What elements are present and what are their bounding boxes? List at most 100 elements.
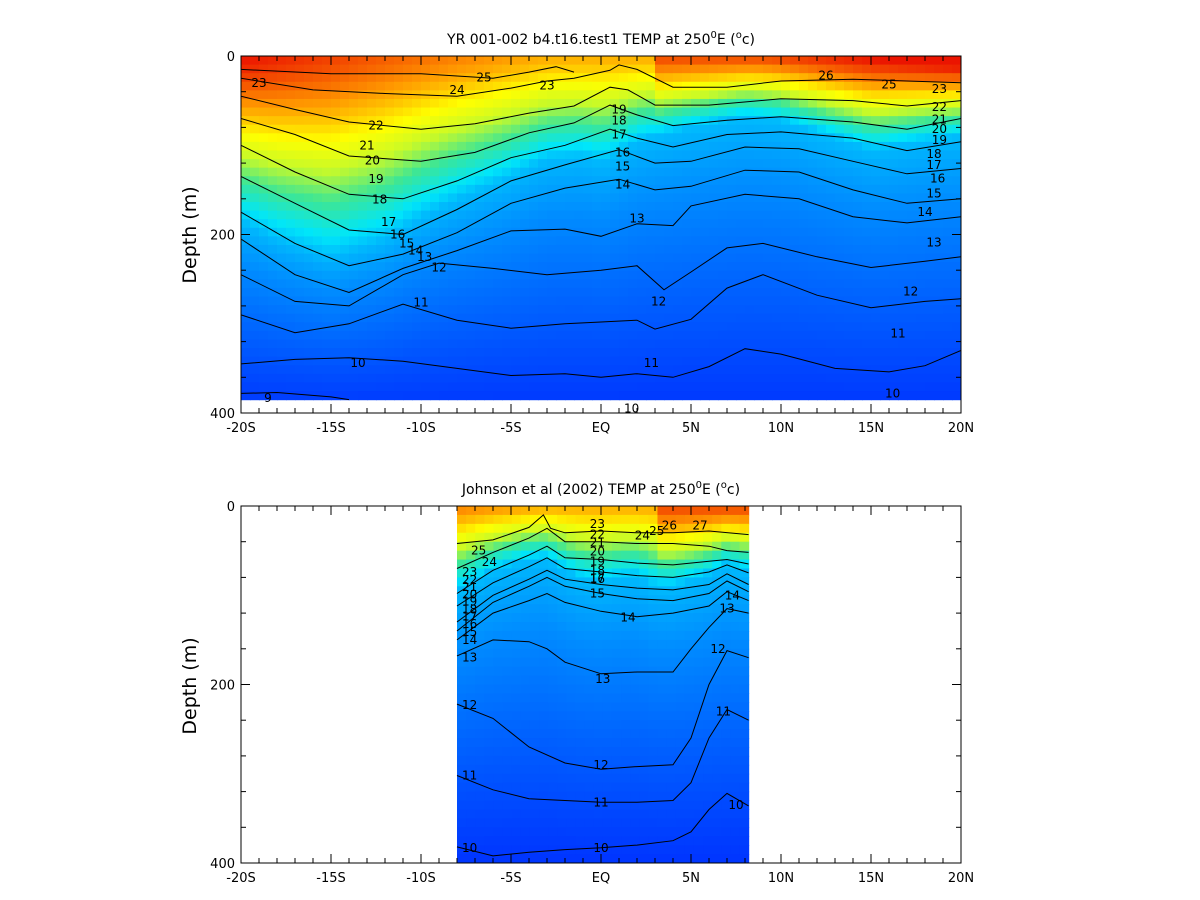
field-cell [916,193,926,203]
field-cell [657,693,668,703]
field-cell [727,279,737,289]
field-cell [539,764,549,775]
field-cell [835,184,845,195]
field-cell [721,514,731,525]
field-cell [304,262,314,272]
field-cell [304,184,314,195]
contour-line-23 [456,527,749,569]
field-cell [646,64,656,74]
field-cell [295,90,305,100]
field-cell [730,720,741,730]
field-cell [286,330,296,341]
field-cell [421,339,431,349]
field-cell [548,541,558,552]
field-cell [684,702,695,712]
field-cell [367,56,377,66]
field-cell [421,279,431,289]
field-cell [502,514,513,525]
field-cell [934,348,944,358]
field-cell [340,262,350,272]
field-cell [322,202,332,212]
field-cell [721,630,731,641]
field-cell [430,81,440,91]
field-cell [648,666,659,677]
field-cell [693,622,704,632]
contour-label: 16 [462,617,477,631]
field-cell [718,330,728,341]
field-cell [520,639,531,650]
field-cell [259,56,269,66]
field-cell [584,541,595,552]
field-cell [934,236,944,246]
field-cell [925,382,935,392]
field-cell [799,296,809,306]
field-cell [853,90,863,100]
field-cell [575,711,586,721]
field-cell [394,116,404,126]
field-cell [799,193,809,203]
field-cell [529,738,540,748]
field-cell [754,210,764,220]
field-cell [718,124,728,134]
field-cell [475,764,485,775]
field-cell [630,514,640,525]
field-cell [934,133,944,143]
field-cell [619,279,629,289]
field-cell [646,124,656,134]
field-cell [718,356,728,366]
field-cell [817,244,827,255]
field-cell [259,244,269,255]
field-cell [889,90,899,100]
field-cell [907,322,917,332]
field-cell [394,56,404,66]
field-cell [808,90,818,100]
field-cell [835,313,845,323]
field-cell [610,270,620,280]
field-cell [657,613,668,623]
field-cell [682,244,692,255]
field-cell [745,270,755,280]
field-cell [844,382,854,392]
y-tick-label: 400 [210,407,235,422]
field-cell [763,150,773,160]
field-cell [862,313,872,323]
field-cell [565,167,575,177]
field-cell [925,116,935,126]
field-cell [844,219,854,229]
field-cell [511,202,521,212]
field-cell [799,210,809,220]
field-cell [358,184,368,195]
field-cell [730,666,741,677]
contour-line-12 [241,242,961,307]
field-cell [602,800,613,811]
field-cell [693,514,704,525]
field-cell [547,339,557,349]
field-cell [628,373,638,384]
field-cell [682,356,692,366]
field-cell [466,639,476,650]
field-cell [619,202,629,212]
field-cell [763,356,773,366]
field-cell [502,365,512,375]
field-cell [394,330,404,341]
field-cell [592,202,602,212]
field-cell [566,506,577,516]
field-cell [575,595,586,605]
field-cell [592,219,602,229]
field-cell [739,639,750,650]
field-cell [844,90,854,100]
field-cell [682,90,692,100]
field-cell [466,305,476,315]
field-cell [675,738,686,748]
field-cell [412,184,422,195]
field-cell [566,755,577,766]
contour-label: 19 [368,172,383,186]
field-cell [601,348,611,358]
field-cell [952,356,961,366]
field-cell [574,193,584,203]
field-cell [673,279,683,289]
field-cell [295,330,305,341]
field-cell [502,56,512,66]
field-cell [826,124,836,134]
